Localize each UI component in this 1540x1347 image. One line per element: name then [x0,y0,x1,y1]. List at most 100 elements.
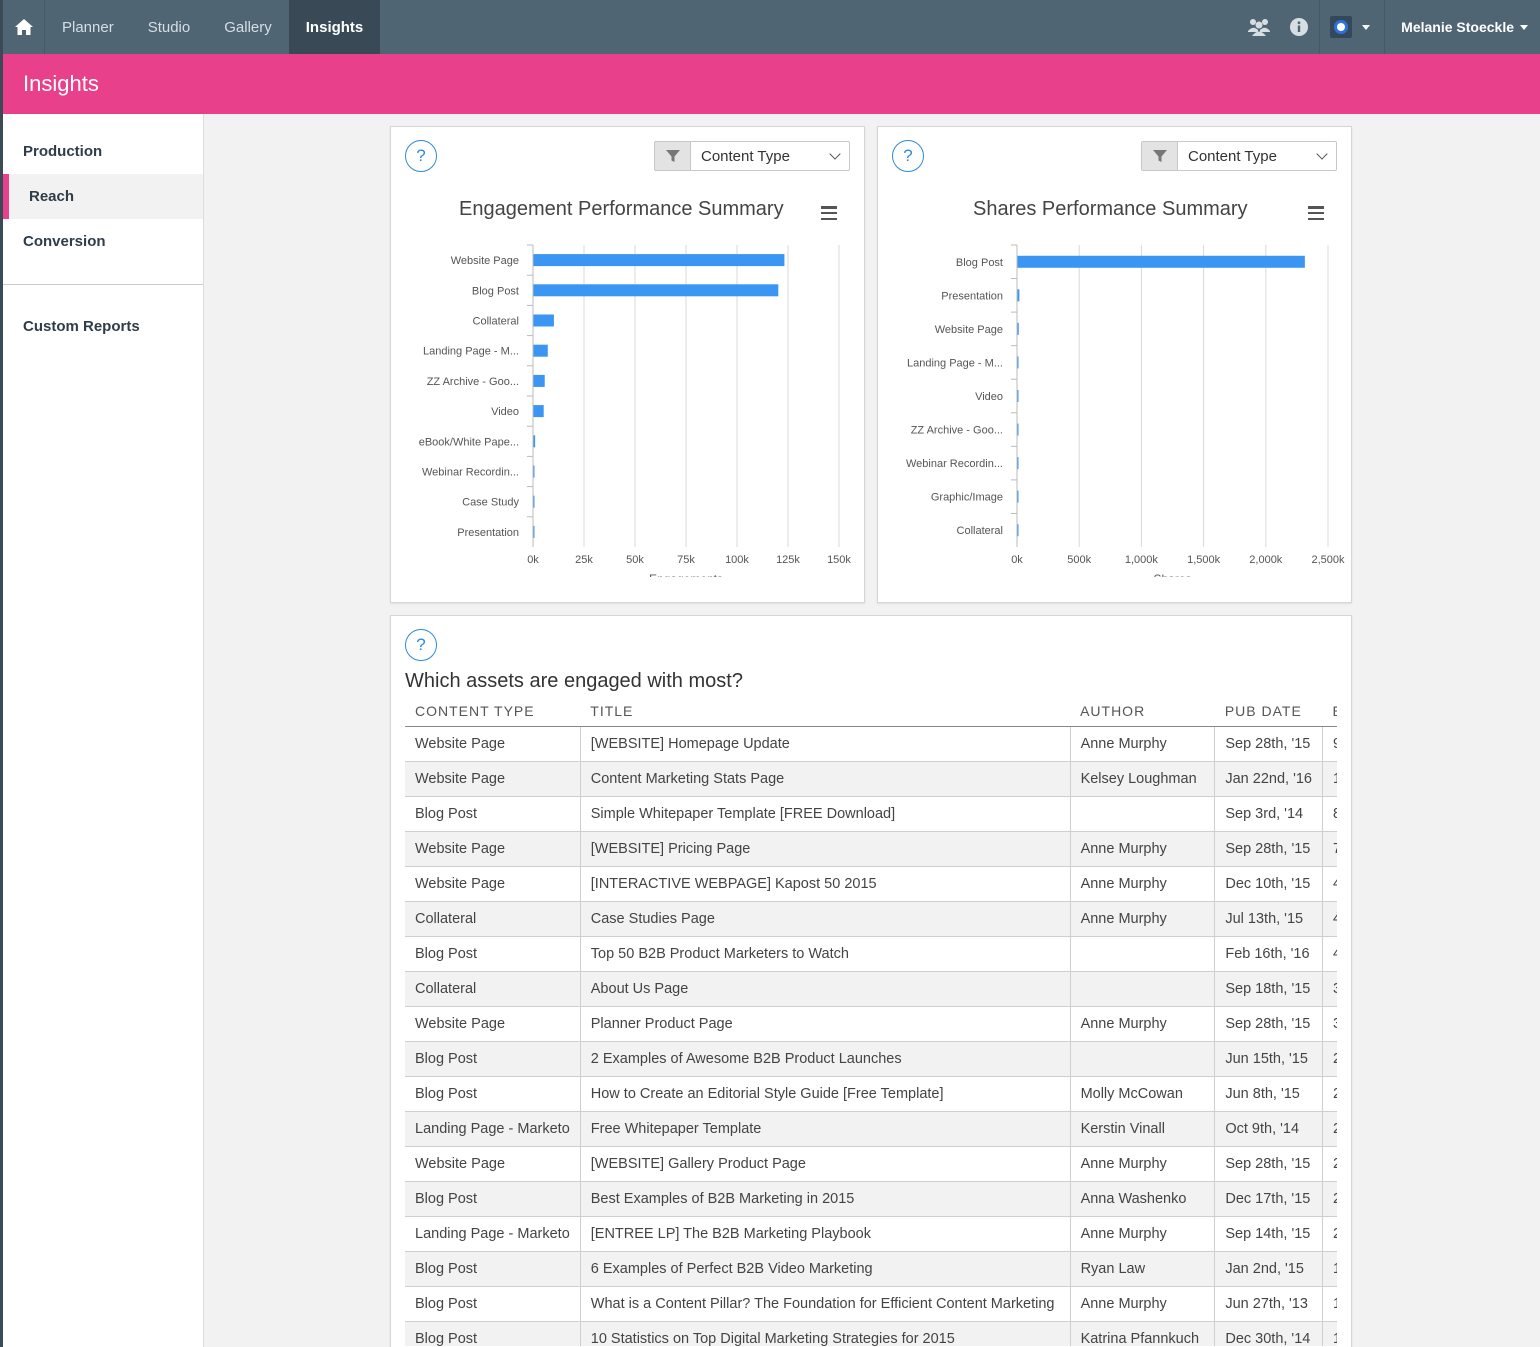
table-row[interactable]: Landing Page - Marketo Free Whitepaper Te… [405,1110,1337,1147]
y-category-label: Video [491,406,519,418]
x-tick-label: 0k [1011,554,1023,566]
sidebar-item-custom-reports[interactable]: Custom Reports [23,318,140,335]
chart-title: Engagement Performance Summary [459,198,784,220]
cell-author: Anne Murphy [1069,900,1216,937]
table-row[interactable]: Blog Post Simple Whitepaper Template [FRE… [405,795,1337,832]
cell-engagements: 4 [1321,935,1337,972]
cell-engagements: 2 [1321,1180,1337,1217]
column-header-pub-date[interactable]: PUB DATE [1214,696,1323,727]
column-header-author[interactable]: AUTHOR [1070,696,1215,727]
chart-menu-button[interactable] [1308,206,1324,220]
table-row[interactable]: Blog Post How to Create an Editorial Styl… [405,1075,1337,1112]
cell-content-type: Website Page [405,760,581,797]
table-row[interactable]: Website Page [WEBSITE] Homepage Update Ann… [405,725,1337,762]
filter-button[interactable] [654,141,690,171]
y-category-label: Website Page [935,324,1003,336]
table-row[interactable]: Landing Page - Marketo [ENTREE LP] The B2… [405,1215,1337,1252]
content-type-select[interactable]: Content Type [690,141,850,171]
funnel-icon [1152,150,1167,162]
cell-author: Anne Murphy [1069,1215,1216,1252]
nav-tab-gallery[interactable]: Gallery [224,18,272,36]
y-category-label: Video [975,391,1003,403]
y-category-label: Presentation [457,527,519,539]
table-row[interactable]: Website Page [WEBSITE] Pricing Page Anne M… [405,830,1337,867]
chevron-down-icon [829,148,841,160]
assets-table-scroll[interactable]: CONTENT TYPE TITLE AUTHOR PUB DATE E Web… [405,696,1337,1346]
cell-engagements: 4 [1321,900,1337,937]
table-header-row: CONTENT TYPE TITLE AUTHOR PUB DATE E [405,696,1337,727]
cell-title: Planner Product Page [579,1005,1071,1042]
cell-engagements: 2 [1321,1040,1337,1077]
content-type-select[interactable]: Content Type [1177,141,1337,171]
table-row[interactable]: Website Page [INTERACTIVE WEBPAGE] Kapost… [405,865,1337,902]
table-row[interactable]: Collateral Case Studies Page Anne Murphy Ju… [405,900,1337,937]
cell-engagements: 9 [1321,725,1337,762]
info-button[interactable] [1279,0,1319,54]
column-header-engagements[interactable]: E [1322,696,1337,727]
sidebar-item-conversion[interactable]: Conversion [23,233,106,250]
cell-engagements: 2 [1321,1075,1337,1112]
y-category-label: Case Study [462,497,519,509]
cell-title: [WEBSITE] Gallery Product Page [579,1145,1071,1182]
cell-title: Content Marketing Stats Page [579,760,1071,797]
cell-author: Anne Murphy [1069,1285,1216,1322]
home-button[interactable] [3,0,45,54]
sidebar-item-reach[interactable]: Reach [3,174,203,219]
bar [533,254,785,267]
filter-button[interactable] [1141,141,1177,171]
table-row[interactable]: Blog Post Best Examples of B2B Marketing … [405,1180,1337,1217]
cell-author: Anne Murphy [1069,1145,1216,1182]
cell-pub-date: Dec 30th, '14 [1214,1320,1323,1346]
bar [533,435,536,448]
table-row[interactable]: Website Page Planner Product Page Anne Mur… [405,1005,1337,1042]
bar [1017,390,1019,402]
x-tick-label: 150k [827,554,851,566]
table-row[interactable]: Website Page Content Marketing Stats Page… [405,760,1337,797]
cell-title: What is a Content Pillar? The Foundation… [579,1285,1071,1322]
nav-tab-insights[interactable]: Insights [288,0,381,54]
cell-title: About Us Page [579,970,1071,1007]
cell-engagements: 2 [1321,1145,1337,1182]
cell-pub-date: Feb 16th, '16 [1214,935,1323,972]
content-type-filter: Content Type [1141,141,1337,171]
column-header-title[interactable]: TITLE [580,696,1071,727]
help-button[interactable]: ? [892,140,924,172]
cell-title: 6 Examples of Perfect B2B Video Marketin… [579,1250,1071,1287]
y-category-label: Presentation [941,290,1003,302]
user-menu[interactable]: Melanie Stoeckle [1385,19,1540,35]
home-icon [14,19,33,35]
y-category-label: Blog Post [472,285,519,297]
cell-engagements: 2 [1321,1215,1337,1252]
cell-title: Simple Whitepaper Template [FREE Downloa… [579,795,1071,832]
cell-title: [WEBSITE] Homepage Update [579,725,1071,762]
table-row[interactable]: Blog Post Top 50 B2B Product Marketers to… [405,935,1337,972]
help-button[interactable]: ? [405,629,437,661]
table-row[interactable]: Blog Post What is a Content Pillar? The F… [405,1285,1337,1322]
sidebar-item-production[interactable]: Production [23,143,103,160]
nav-tab-studio[interactable]: Studio [147,18,191,36]
cell-author [1069,970,1216,1007]
window-edge [0,0,3,1347]
table-row[interactable]: Blog Post 2 Examples of Awesome B2B Produ… [405,1040,1337,1077]
table-row[interactable]: Website Page [WEBSITE] Gallery Product Pa… [405,1145,1337,1182]
cell-author: Ryan Law [1069,1250,1216,1287]
column-header-content-type[interactable]: CONTENT TYPE [405,696,581,727]
nav-divider [1384,0,1386,54]
workspace-switcher[interactable] [1320,0,1384,54]
nav-tab-planner[interactable]: Planner [62,18,114,36]
top-navigation: Planner Studio Gallery Insights Melanie … [3,0,1540,54]
cell-engagements: 4 [1321,865,1337,902]
table-row[interactable]: Blog Post 10 Statistics on Top Digital Ma… [405,1320,1337,1346]
chart-menu-button[interactable] [821,206,837,220]
help-button[interactable]: ? [405,140,437,172]
menu-icon [821,206,837,209]
x-tick-label: 1,500k [1187,554,1221,566]
cell-content-type: Blog Post [405,935,581,972]
cell-engagements: 3 [1321,1005,1337,1042]
bar [1017,457,1019,470]
assets-table: CONTENT TYPE TITLE AUTHOR PUB DATE E Web… [405,696,1337,1346]
table-row[interactable]: Blog Post 6 Examples of Perfect B2B Video… [405,1250,1337,1287]
sidebar: Production Reach Conversion Custom Repor… [3,114,204,1347]
team-button[interactable] [1239,0,1279,54]
